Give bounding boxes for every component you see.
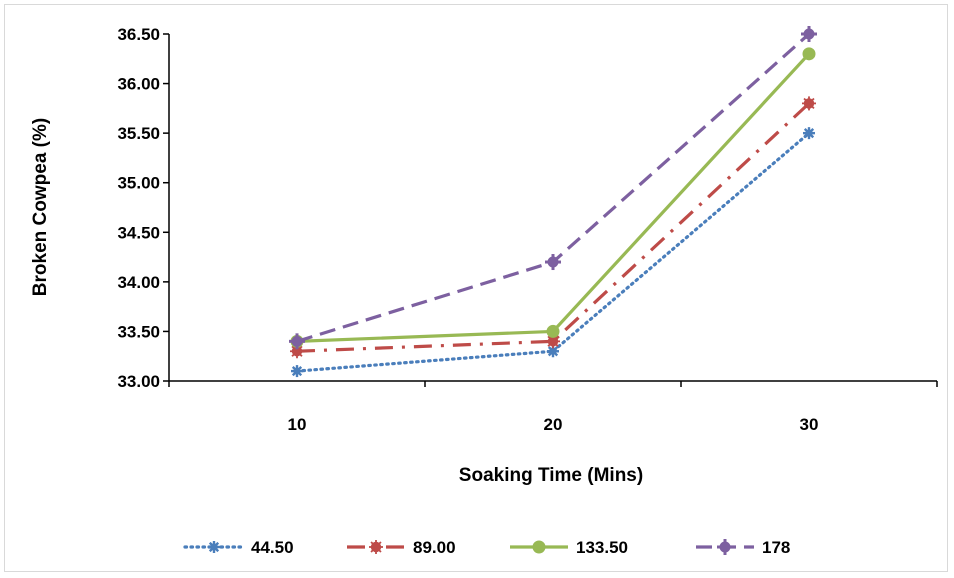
y-tick-label: 33.00 [117,372,160,391]
x-tick-label: 20 [544,415,563,434]
legend-item: 133.50 [510,538,628,557]
data-point [291,365,303,378]
data-point [803,127,815,140]
data-point [208,541,220,553]
data-point [546,334,560,349]
data-point [546,324,560,338]
legend-item: 89.00 [347,538,456,557]
data-point [717,539,733,555]
data-point [369,540,383,554]
y-tick-label: 34.00 [117,273,160,292]
legend-label: 178 [762,538,790,557]
y-axis-title: Broken Cowpea (%) [30,118,51,296]
y-tick-label: 36.00 [117,75,160,94]
data-point [545,254,561,271]
series-line-1 [296,102,811,353]
y-tick-label: 35.00 [117,174,160,193]
y-tick-label: 34.50 [117,223,160,242]
data-point [802,47,816,61]
legend-label: 89.00 [413,538,456,557]
line-chart: 33.00 33.50 34.00 34.50 35.00 35.50 36.00 36.50… [30,25,938,557]
data-point [532,540,546,554]
y-tick-label: 33.50 [117,322,160,341]
y-tick-label: 35.50 [117,124,160,143]
legend: 44.50 89.00 133.50 178 [183,538,790,557]
x-tick-label: 30 [800,415,819,434]
x-tick-label: 10 [288,415,307,434]
legend-label: 44.50 [251,538,294,557]
data-point [802,96,816,111]
chart-frame: 33.00 33.50 34.00 34.50 35.00 35.50 36.00 36.50… [4,4,948,572]
data-point [801,26,817,42]
legend-item: 44.50 [183,538,294,557]
legend-item: 178 [696,538,790,557]
plot-area: 33.00 33.50 34.00 34.50 35.00 35.50 36.00 36.50… [117,25,938,434]
legend-label: 133.50 [576,538,628,557]
series-line-3 [296,32,811,343]
y-tick-label: 36.50 [117,25,160,44]
x-axis-title: Soaking Time (Mins) [459,465,643,486]
data-point [289,333,305,350]
